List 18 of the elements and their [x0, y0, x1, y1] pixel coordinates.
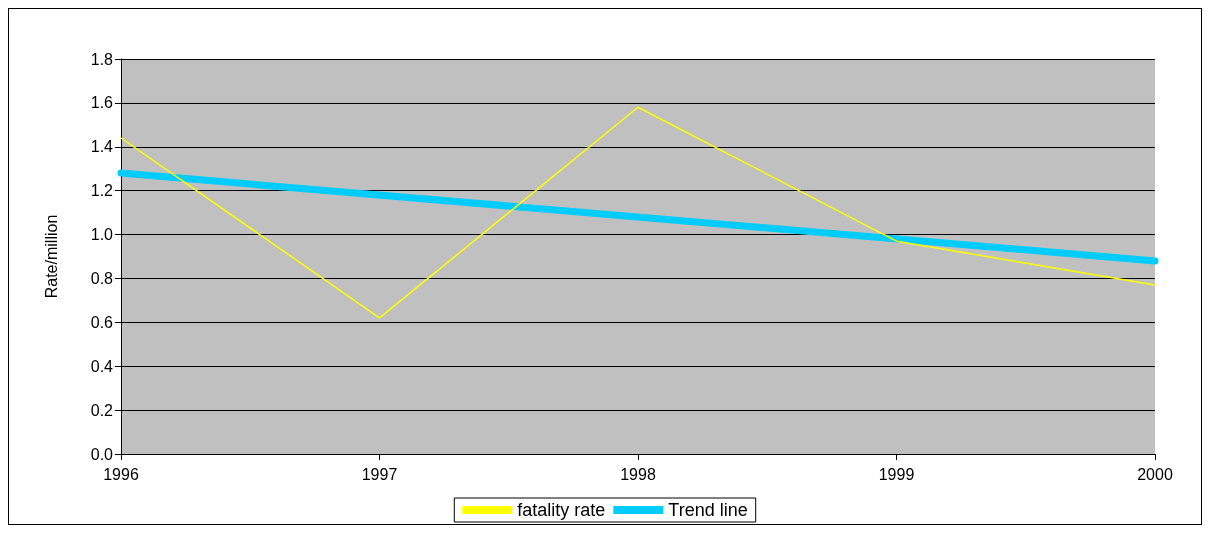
legend-label: fatality rate — [517, 500, 606, 520]
y-tick-label: 0.6 — [90, 313, 114, 331]
y-tick-label: 1.8 — [90, 50, 114, 68]
y-tick-label: 1.0 — [90, 226, 114, 244]
y-tick-label: 1.4 — [90, 138, 114, 156]
y-tick-label: 1.2 — [90, 182, 114, 200]
y-tick-label: 0.0 — [90, 445, 114, 463]
x-tick-label: 2000 — [1137, 465, 1173, 483]
y-axis-title: Rate/million — [42, 214, 60, 299]
legend-label: Trend line — [668, 500, 748, 520]
x-tick-label: 1998 — [620, 465, 656, 483]
y-tick-label: 1.6 — [90, 94, 114, 112]
y-tick-label: 0.8 — [90, 269, 114, 287]
x-tick-label: 1996 — [103, 465, 139, 483]
y-tick-label: 0.4 — [90, 357, 114, 375]
x-tick-label: 1997 — [361, 465, 398, 483]
y-tick-label: 0.2 — [90, 401, 114, 419]
x-tick-label: 1999 — [878, 465, 915, 483]
